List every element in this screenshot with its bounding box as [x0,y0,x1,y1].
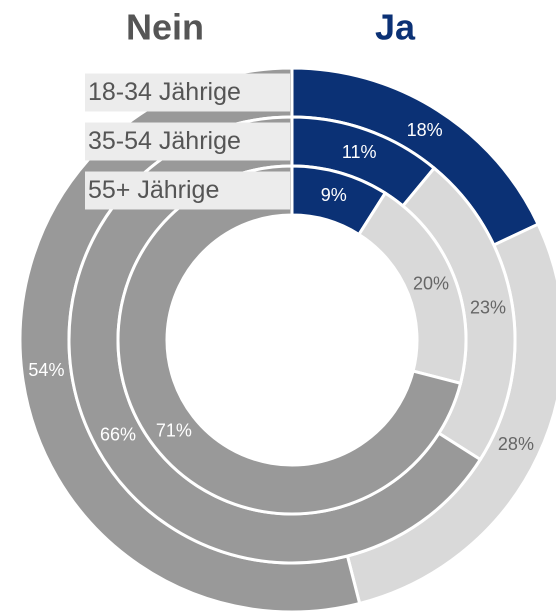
value-label: 9% [321,185,347,205]
value-label: 54% [28,360,64,380]
value-label: 20% [413,274,449,294]
donut-segment [116,164,463,516]
value-label: 11% [342,142,377,162]
category-header: Ja [375,7,416,48]
ring-label-bg [85,171,290,210]
value-label: 28% [498,434,534,454]
value-label: 23% [470,298,506,318]
ring-label: 18-34 Jährige [88,78,241,106]
ring-label-bg [85,122,290,161]
value-label: 18% [407,120,443,140]
ring-label: 55+ Jährige [88,176,219,204]
category-header: Nein [126,7,204,48]
ring-label-bg [85,73,290,112]
value-label: 66% [100,424,136,444]
value-label: 71% [156,420,192,440]
ring-label: 35-54 Jährige [88,127,241,155]
